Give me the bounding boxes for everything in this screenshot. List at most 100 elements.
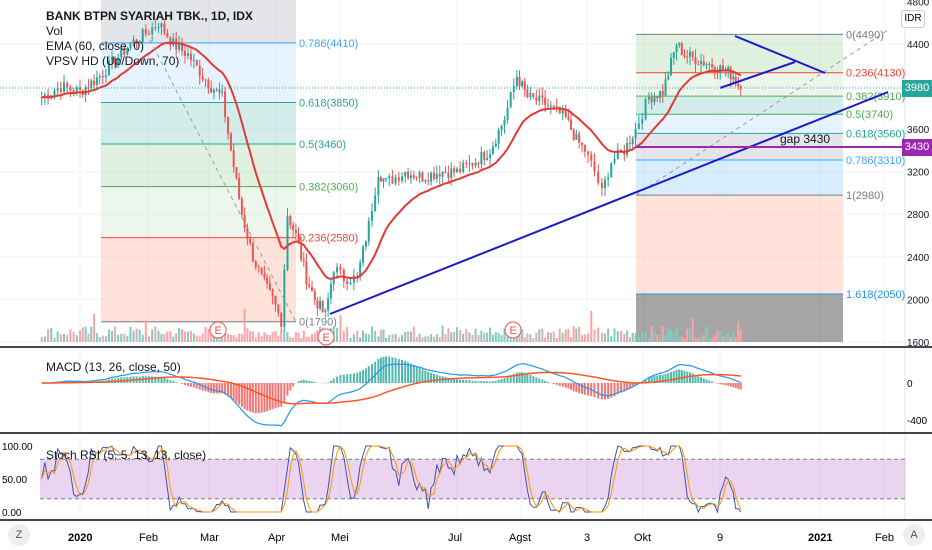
- macd-histogram-bar: [552, 383, 555, 385]
- macd-histogram-bar: [613, 383, 616, 397]
- volume-bar: [628, 336, 631, 342]
- macd-histogram-bar: [224, 383, 227, 395]
- time-tick: Feb: [875, 532, 894, 544]
- volume-bar: [404, 332, 407, 342]
- volume-bar: [456, 327, 458, 342]
- volume-bar: [207, 328, 210, 342]
- macd-histogram-bar: [382, 356, 385, 383]
- zoom-button[interactable]: Z: [8, 524, 30, 546]
- macd-histogram-bar: [521, 372, 524, 383]
- candle-body: [658, 90, 661, 99]
- candle-body: [477, 162, 480, 165]
- macd-histogram-bar: [694, 374, 697, 383]
- volume-bar: [93, 313, 96, 342]
- candle-body: [430, 172, 433, 182]
- candle-body: [336, 267, 339, 273]
- price-tick: 1600: [907, 338, 930, 349]
- volume-bar: [509, 335, 512, 342]
- candle-body: [263, 273, 266, 278]
- macd-histogram-bar: [544, 380, 547, 383]
- volume-bar: [98, 336, 101, 342]
- candle-body: [409, 175, 412, 179]
- volume-bar: [465, 329, 468, 342]
- volume-bar: [650, 326, 653, 342]
- candle-body: [597, 171, 600, 184]
- time-tick: 2020: [68, 532, 92, 544]
- volume-bar: [686, 329, 689, 342]
- volume-bar: [409, 331, 412, 342]
- candle-body: [438, 173, 441, 177]
- volume-bar: [300, 337, 303, 342]
- volume-bar: [661, 326, 664, 342]
- candle-body: [249, 238, 252, 244]
- macd-histogram-bar: [401, 360, 404, 383]
- auto-scale-button[interactable]: A: [903, 524, 925, 546]
- volume-bar: [653, 330, 656, 342]
- time-tick: 3: [584, 532, 590, 544]
- indicator-ema[interactable]: EMA (60, close, 0): [46, 39, 145, 53]
- candle-body: [104, 75, 107, 77]
- volume-bar: [497, 332, 500, 342]
- macd-histogram-bar: [342, 374, 345, 383]
- volume-bar: [172, 336, 175, 342]
- volume-bar: [243, 308, 246, 342]
- fib-right-zone: [636, 114, 843, 134]
- macd-histogram-bar: [274, 383, 277, 409]
- candle-body: [184, 50, 187, 56]
- macd-histogram-bar: [727, 383, 730, 386]
- volume-bar: [727, 332, 730, 342]
- macd-histogram-bar: [271, 383, 274, 410]
- candle-body: [634, 128, 637, 139]
- macd-histogram-bar: [246, 383, 249, 411]
- volume-bar: [435, 334, 438, 342]
- volume-bar: [581, 335, 584, 342]
- candle-body: [59, 88, 62, 92]
- macd-histogram-bar: [672, 370, 675, 383]
- volume-bar: [558, 328, 561, 342]
- volume-bar: [678, 336, 681, 342]
- macd-histogram-bar: [332, 378, 335, 383]
- volume-bar: [43, 336, 46, 342]
- macd-histogram-bar: [210, 383, 213, 394]
- volume-bar: [494, 332, 497, 342]
- volume-bar: [634, 333, 637, 342]
- volume-bar: [683, 337, 686, 342]
- candle-body: [546, 105, 549, 107]
- macd-histogram-bar: [147, 376, 150, 383]
- macd-histogram-bar: [491, 381, 494, 383]
- volume-bar: [305, 336, 308, 342]
- macd-histogram-bar: [631, 383, 634, 388]
- candle-body: [352, 275, 355, 283]
- volume-bar: [138, 329, 141, 342]
- volume-bar: [620, 330, 623, 342]
- candle-body: [456, 168, 458, 173]
- indicator-vpsv[interactable]: VPSV HD (Up/Down, 70): [46, 54, 180, 68]
- macd-histogram-bar: [607, 383, 610, 400]
- macd-histogram-bar: [157, 376, 160, 383]
- gap-price-tag: 3430: [902, 139, 932, 156]
- macd-histogram-bar: [459, 379, 462, 383]
- macd-histogram-bar: [678, 369, 681, 383]
- candle-body: [178, 43, 181, 50]
- volume-bar: [311, 334, 313, 342]
- macd-histogram-bar: [658, 374, 661, 383]
- candle-body: [154, 27, 157, 29]
- candle-body: [157, 27, 160, 29]
- stoch-band: [40, 459, 905, 499]
- indicator-vol[interactable]: Vol: [46, 24, 63, 38]
- candle-body: [647, 97, 650, 100]
- candle-body: [620, 149, 623, 152]
- legend: BANK BTPN SYARIAH TBK., 1D, IDX Vol EMA …: [46, 9, 253, 69]
- candle-body: [266, 277, 269, 284]
- macd-histogram-bar: [300, 380, 303, 383]
- macd-histogram-bar: [661, 374, 664, 383]
- macd-histogram-bar: [308, 380, 311, 383]
- stoch-rsi-label[interactable]: Stoch RSI (5, 5, 13, 13, close): [46, 448, 207, 462]
- currency-badge[interactable]: IDR: [901, 10, 925, 28]
- macd-histogram-bar: [578, 383, 581, 394]
- macd-label[interactable]: MACD (13, 26, close, 50): [46, 360, 181, 374]
- volume-bar: [238, 333, 241, 342]
- macd-histogram-bar: [227, 383, 230, 397]
- macd-line: [41, 363, 741, 427]
